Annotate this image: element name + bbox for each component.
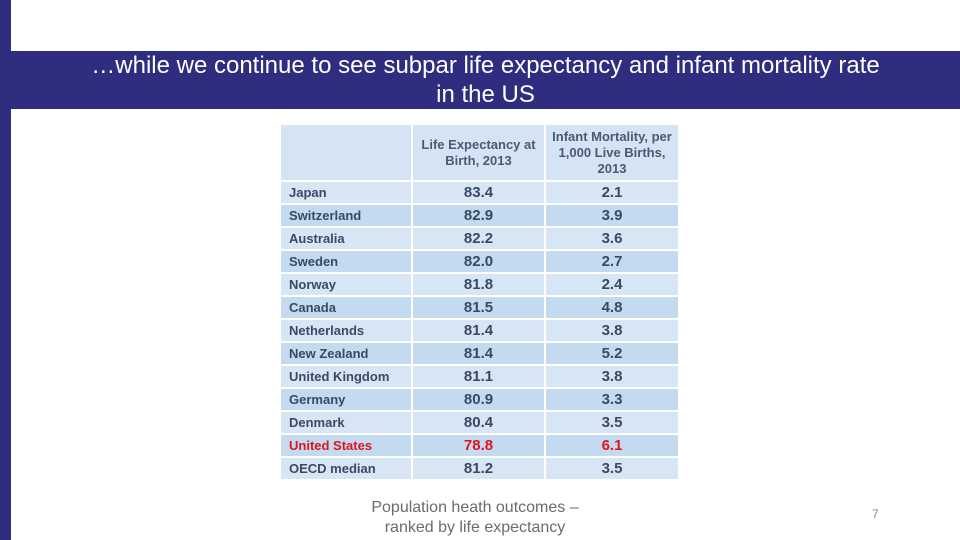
infant-mortality-cell: 2.4 bbox=[546, 274, 680, 297]
infant-mortality-cell: 3.5 bbox=[546, 458, 680, 481]
life-expectancy-cell: 78.8 bbox=[413, 435, 546, 458]
table-row: Germany 80.9 3.3 bbox=[281, 389, 680, 412]
country-cell: Canada bbox=[281, 297, 413, 320]
country-cell: Switzerland bbox=[281, 205, 413, 228]
table-row: Netherlands 81.4 3.8 bbox=[281, 320, 680, 343]
table-row: New Zealand 81.4 5.2 bbox=[281, 343, 680, 366]
infant-mortality-cell: 3.3 bbox=[546, 389, 680, 412]
life-expectancy-cell: 81.4 bbox=[413, 343, 546, 366]
table-row: Canada 81.5 4.8 bbox=[281, 297, 680, 320]
life-expectancy-cell: 82.9 bbox=[413, 205, 546, 228]
life-expectancy-cell: 83.4 bbox=[413, 182, 546, 205]
life-expectancy-cell: 82.0 bbox=[413, 251, 546, 274]
infant-mortality-cell: 6.1 bbox=[546, 435, 680, 458]
life-expectancy-cell: 81.8 bbox=[413, 274, 546, 297]
infant-mortality-cell: 3.6 bbox=[546, 228, 680, 251]
left-accent-bar bbox=[0, 0, 11, 540]
table-row: Norway 81.8 2.4 bbox=[281, 274, 680, 297]
country-cell: New Zealand bbox=[281, 343, 413, 366]
country-cell: Japan bbox=[281, 182, 413, 205]
table-row: United States 78.8 6.1 bbox=[281, 435, 680, 458]
life-expectancy-cell: 81.1 bbox=[413, 366, 546, 389]
table-row: Japan 83.4 2.1 bbox=[281, 182, 680, 205]
slide-title: …while we continue to see subpar life ex… bbox=[91, 52, 880, 108]
infant-mortality-cell: 3.8 bbox=[546, 320, 680, 343]
country-cell: Australia bbox=[281, 228, 413, 251]
infant-mortality-cell: 2.7 bbox=[546, 251, 680, 274]
life-expectancy-cell: 81.5 bbox=[413, 297, 546, 320]
infant-mortality-cell: 3.5 bbox=[546, 412, 680, 435]
infant-mortality-cell: 5.2 bbox=[546, 343, 680, 366]
table-row: Denmark 80.4 3.5 bbox=[281, 412, 680, 435]
life-expectancy-cell: 82.2 bbox=[413, 228, 546, 251]
table-caption: Population heath outcomes – ranked by li… bbox=[371, 499, 579, 536]
page-number: 7 bbox=[872, 507, 879, 521]
country-cell: Sweden bbox=[281, 251, 413, 274]
title-band: …while we continue to see subpar life ex… bbox=[11, 51, 960, 109]
header-infant-mortality: Infant Mortality, per 1,000 Live Births,… bbox=[546, 125, 680, 182]
life-expectancy-cell: 80.9 bbox=[413, 389, 546, 412]
table-row: OECD median 81.2 3.5 bbox=[281, 458, 680, 481]
header-life-expectancy: Life Expectancy at Birth, 2013 bbox=[413, 125, 546, 182]
country-cell: Netherlands bbox=[281, 320, 413, 343]
data-table-container: Life Expectancy at Birth, 2013 Infant Mo… bbox=[281, 125, 680, 481]
country-cell: United Kingdom bbox=[281, 366, 413, 389]
life-expectancy-cell: 81.4 bbox=[413, 320, 546, 343]
table-row: United Kingdom 81.1 3.8 bbox=[281, 366, 680, 389]
table-row: Australia 82.2 3.6 bbox=[281, 228, 680, 251]
table-row: Switzerland 82.9 3.9 bbox=[281, 205, 680, 228]
life-expectancy-table: Life Expectancy at Birth, 2013 Infant Mo… bbox=[281, 125, 680, 481]
infant-mortality-cell: 2.1 bbox=[546, 182, 680, 205]
country-cell: Germany bbox=[281, 389, 413, 412]
country-cell: Norway bbox=[281, 274, 413, 297]
table-header-row: Life Expectancy at Birth, 2013 Infant Mo… bbox=[281, 125, 680, 182]
table-body: Japan 83.4 2.1 Switzerland 82.9 3.9 Australia 8… bbox=[281, 182, 680, 481]
life-expectancy-cell: 80.4 bbox=[413, 412, 546, 435]
country-cell: Denmark bbox=[281, 412, 413, 435]
country-cell: United States bbox=[281, 435, 413, 458]
infant-mortality-cell: 3.8 bbox=[546, 366, 680, 389]
country-cell: OECD median bbox=[281, 458, 413, 481]
header-country bbox=[281, 125, 413, 182]
table-row: Sweden 82.0 2.7 bbox=[281, 251, 680, 274]
infant-mortality-cell: 4.8 bbox=[546, 297, 680, 320]
life-expectancy-cell: 81.2 bbox=[413, 458, 546, 481]
infant-mortality-cell: 3.9 bbox=[546, 205, 680, 228]
